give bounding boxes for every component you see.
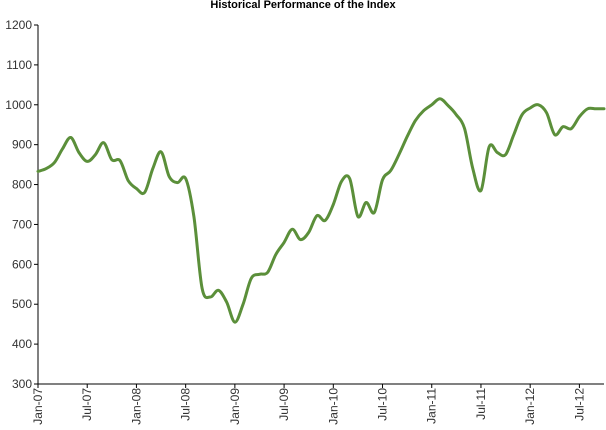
y-tick-label: 700	[12, 217, 32, 231]
y-tick-label: 600	[12, 257, 32, 271]
x-tick-label: Jul-07	[80, 388, 94, 421]
x-tick-label: Jan-11	[425, 388, 439, 424]
x-axis: Jan-07 Jul-07 Jan-08 Jul-08 Jan-09 Jul-09 Jan-…	[31, 383, 604, 425]
y-tick-label: 400	[12, 337, 32, 351]
x-tick-label: Jul-11	[474, 388, 488, 420]
y-tick-label: 500	[12, 297, 32, 311]
x-tick-label: Jul-10	[376, 388, 390, 421]
x-tick-label: Jan-08	[129, 388, 143, 425]
y-axis: 300 400 500 600 700 800 900 1000 1100 1200	[5, 18, 39, 391]
y-tick-label: 1200	[5, 18, 32, 32]
x-tick-label: Jan-07	[31, 388, 45, 425]
x-tick-label: Jan-09	[228, 388, 242, 425]
chart-title: Historical Performance of the Index	[210, 0, 396, 11]
x-tick-label: Jul-08	[179, 388, 193, 421]
x-tick-label: Jan-12	[523, 388, 537, 425]
x-tick-label: Jul-09	[277, 388, 291, 421]
y-tick-label: 1100	[6, 58, 32, 72]
y-tick-label: 1000	[5, 98, 32, 112]
y-tick-label: 800	[12, 178, 32, 192]
x-tick-label: Jan-10	[326, 388, 340, 425]
index-series-line	[36, 97, 606, 324]
x-tick-label: Jul-12	[572, 388, 586, 421]
y-tick-label: 900	[12, 138, 32, 152]
y-tick-label: 300	[12, 377, 32, 391]
